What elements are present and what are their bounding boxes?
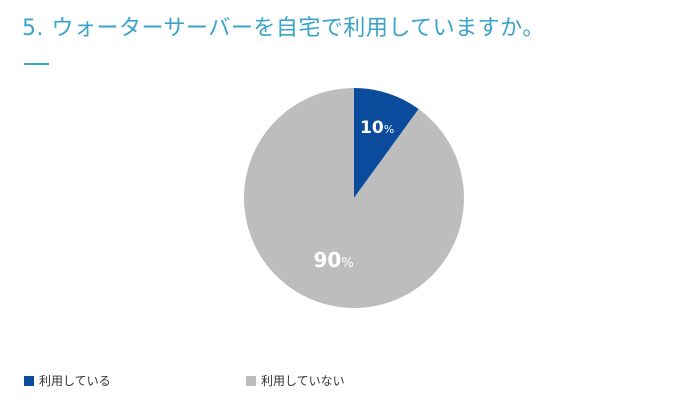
pie-slice-using: [354, 88, 419, 198]
chart-legend: 利用している 利用していない: [0, 372, 700, 392]
pie-chart: 10% 90%: [243, 88, 464, 308]
page-title: 5. ウォーターサーバーを自宅で利用していますか。: [22, 16, 545, 41]
legend-label-using: 利用している: [39, 374, 111, 388]
legend-label-not-using: 利用していない: [261, 374, 345, 388]
title-underline: [24, 63, 49, 65]
legend-item-using: 利用している: [24, 372, 111, 389]
legend-swatch-using: [24, 375, 34, 386]
pie-label-not-using: 90%: [314, 248, 354, 272]
legend-swatch-not-using: [246, 375, 256, 386]
pie-slice-not-using: [243, 88, 464, 308]
legend-item-not-using: 利用していない: [246, 372, 345, 389]
pie-label-using: 10%: [360, 118, 394, 138]
